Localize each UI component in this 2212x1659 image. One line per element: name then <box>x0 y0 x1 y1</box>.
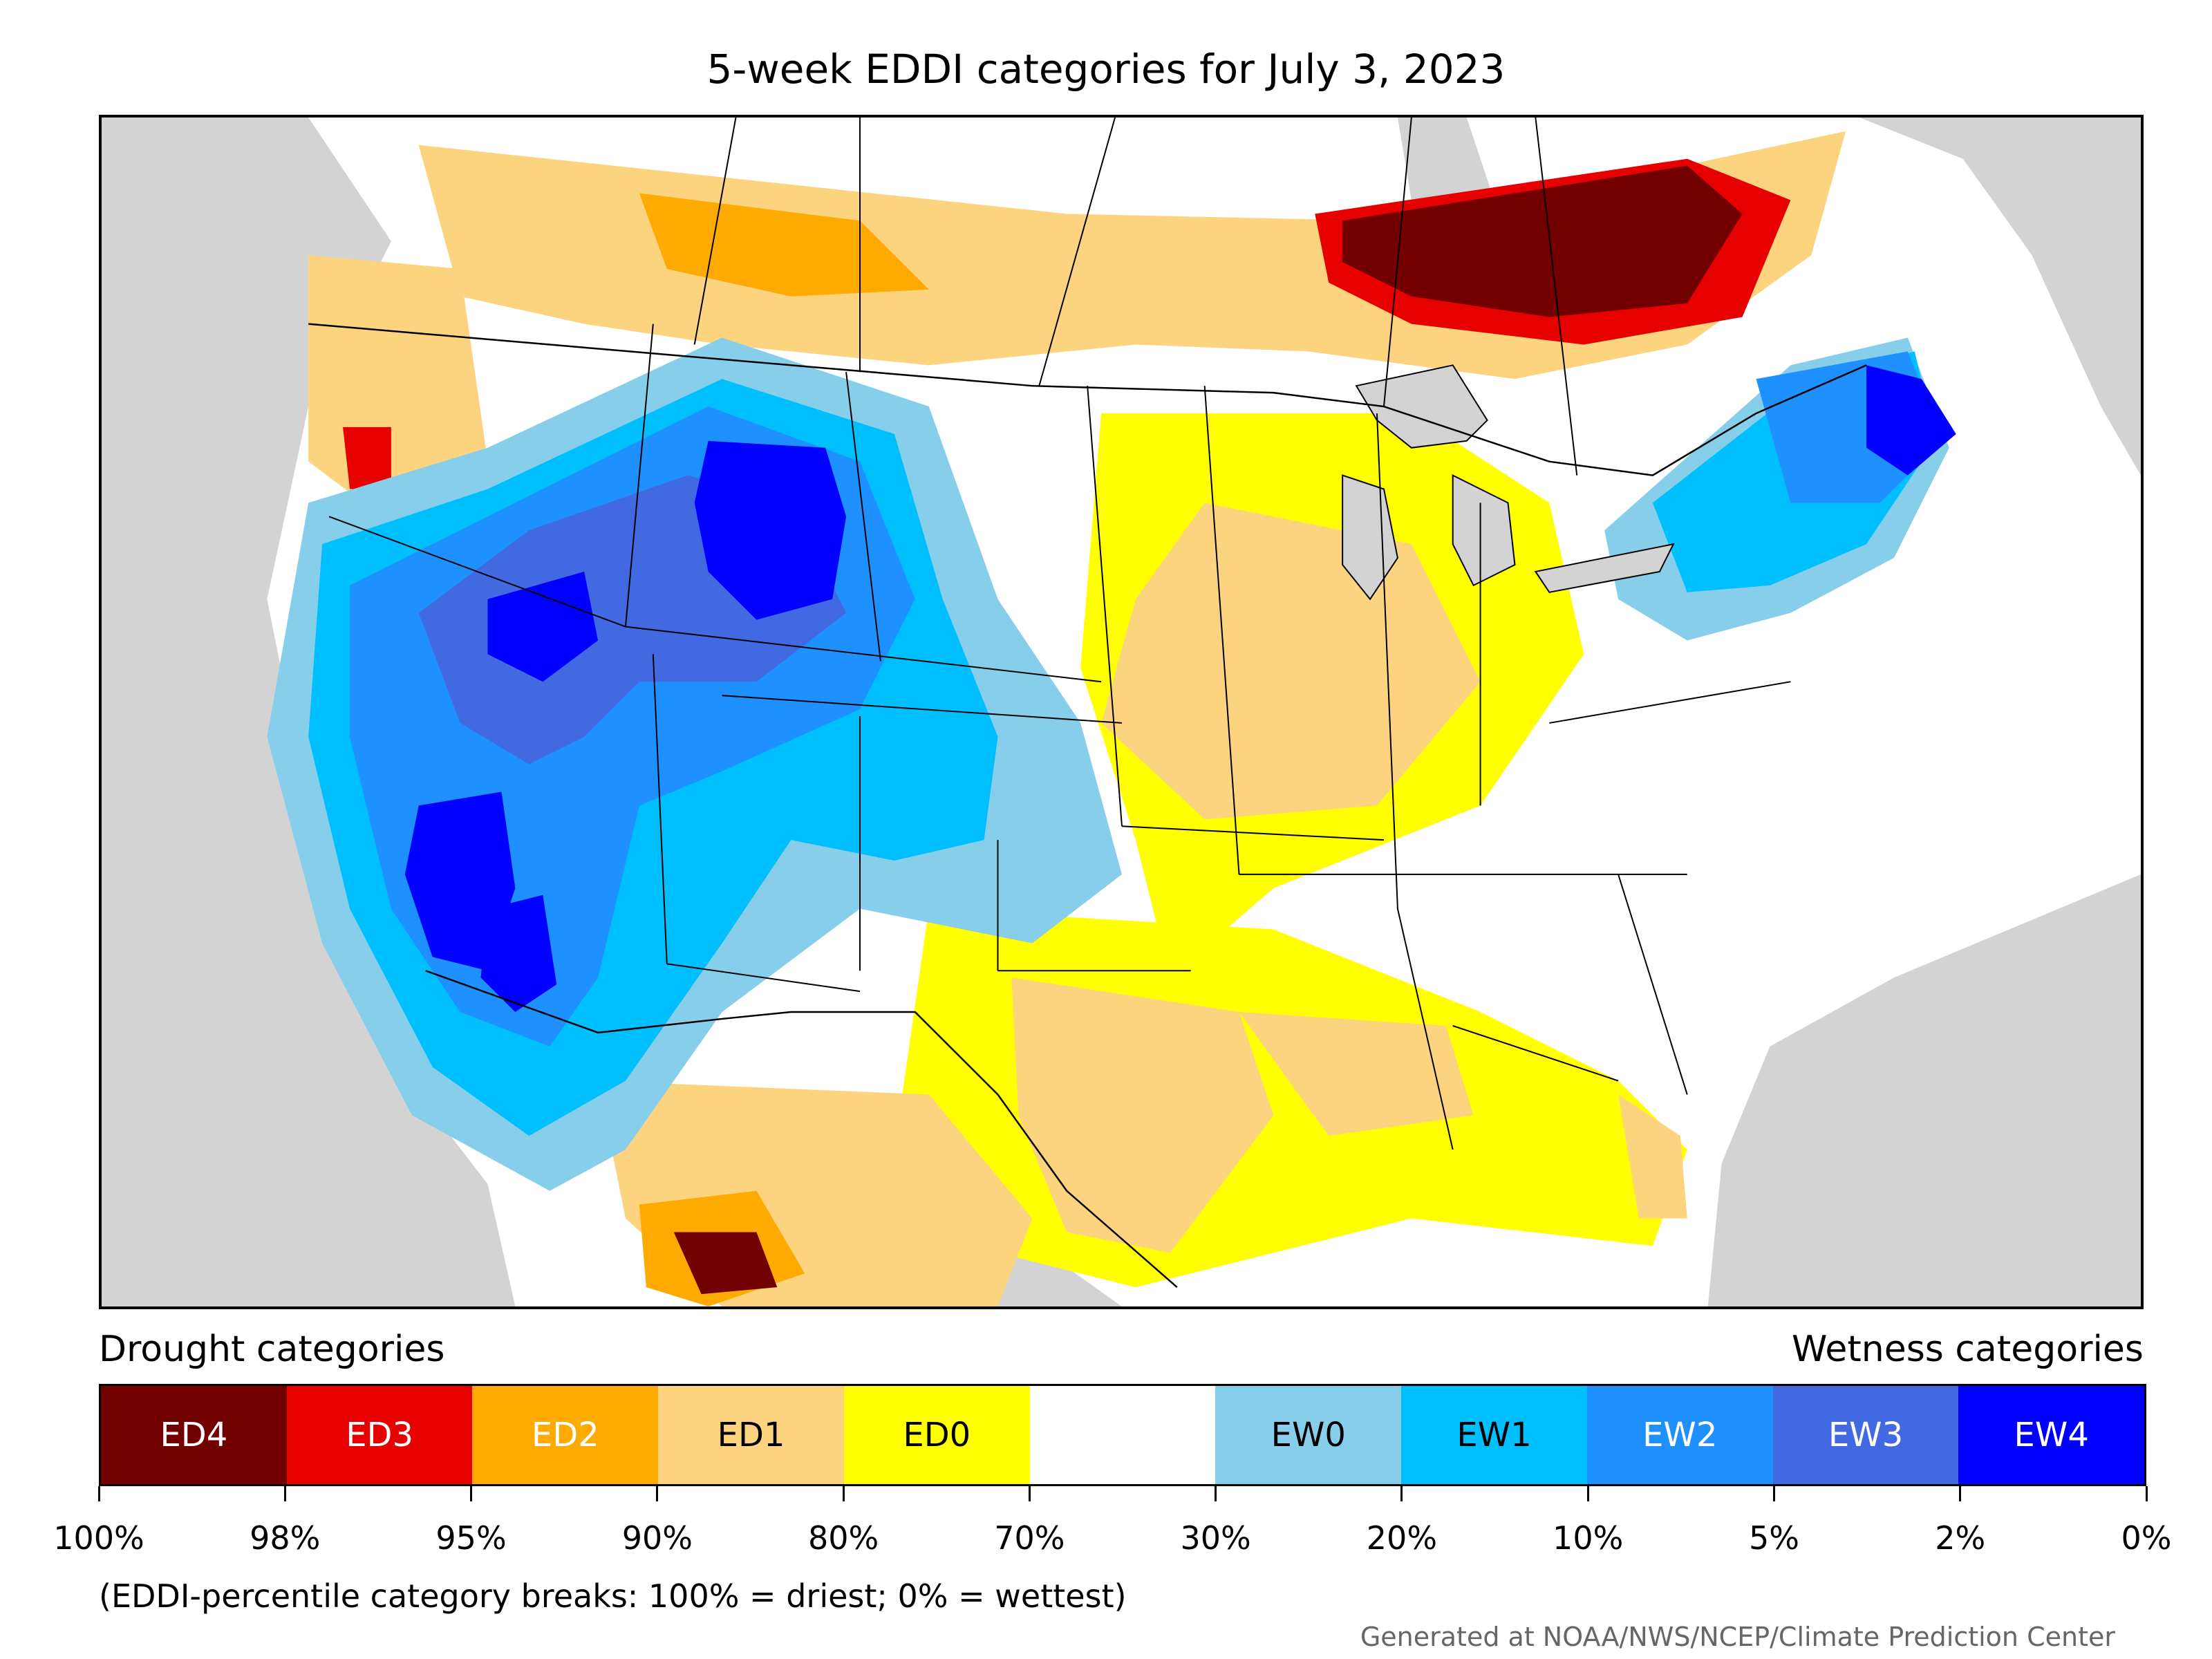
drought-categories-label: Drought categories <box>99 1329 445 1370</box>
us-mexico-border <box>425 970 1178 1288</box>
region-ed4-mexico <box>673 1232 778 1295</box>
colorbar-box-ew1: EW1 <box>1401 1386 1587 1484</box>
region-ed3-oregon <box>343 427 391 489</box>
region-ed1-central <box>1101 503 1481 820</box>
colorbar-tick <box>1586 1486 1589 1501</box>
colorbar-box-ed2: ED2 <box>472 1386 659 1484</box>
colorbar-box-ew2: EW2 <box>1586 1386 1773 1484</box>
region-ew4-maine <box>1866 365 1956 476</box>
colorbar-box-ew3: EW3 <box>1772 1386 1959 1484</box>
colorbar-tick <box>1028 1486 1031 1501</box>
colorbar-tick <box>2145 1486 2148 1501</box>
map-title: 5-week EDDI categories for July 3, 2023 <box>706 46 1506 93</box>
colorbar-tick <box>842 1486 845 1501</box>
colorbar-tick-label: 10% <box>1553 1519 1624 1557</box>
eddi-map <box>99 115 2144 1309</box>
credit-line: Generated at NOAA/NWS/NCEP/Climate Predi… <box>1360 1622 2115 1652</box>
colorbar-box-normal <box>1029 1386 1216 1484</box>
colorbar-box-ed1: ED1 <box>658 1386 844 1484</box>
region-ew4-arizona <box>480 894 557 1012</box>
state-lines <box>328 324 1791 1150</box>
category-colorbar: ED4 ED3 ED2 ED1 ED0 EW0 EW1 EW2 EW3 EW4 <box>99 1384 2146 1486</box>
canada-province-lines <box>693 118 1578 476</box>
colorbar-ticks <box>97 1486 2148 1514</box>
colorbar-tick-label: 95% <box>435 1519 507 1557</box>
colorbar-tick-label: 90% <box>621 1519 693 1557</box>
eddi-map-canvas <box>267 118 2141 1306</box>
wetness-categories-label: Wetness categories <box>1792 1329 2144 1370</box>
colorbar-box-ed3: ED3 <box>286 1386 473 1484</box>
colorbar-tick <box>1215 1486 1217 1501</box>
colorbar-tick <box>283 1486 286 1501</box>
colorbar-box-ed4: ED4 <box>101 1386 287 1484</box>
us-canada-border <box>308 323 1867 476</box>
colorbar-tick-label: 80% <box>807 1519 879 1557</box>
region-ed1-texas <box>1011 977 1274 1253</box>
colorbar-box-ed0: ED0 <box>843 1386 1030 1484</box>
colorbar-tick-label: 20% <box>1366 1519 1438 1557</box>
colorbar-tick <box>1772 1486 1775 1501</box>
colorbar-tick-label: 0% <box>2121 1519 2172 1557</box>
region-ed4-ontario <box>1342 165 1743 317</box>
colorbar-tick <box>470 1486 473 1501</box>
colorbar-tick-label: 100% <box>53 1519 144 1557</box>
region-ed1-gulf <box>1239 1011 1474 1136</box>
colorbar-tick <box>656 1486 659 1501</box>
region-ew4-wyoming <box>694 440 847 620</box>
region-ed2-prairies <box>639 193 929 297</box>
footnote: (EDDI-percentile category breaks: 100% =… <box>99 1577 1127 1615</box>
colorbar-tick <box>97 1486 100 1501</box>
colorbar-tick <box>1959 1486 1962 1501</box>
colorbar-tick-label: 5% <box>1748 1519 1799 1557</box>
colorbar-tick-label: 30% <box>1180 1519 1251 1557</box>
colorbar-box-ew4: EW4 <box>1958 1386 2145 1484</box>
region-ew4-idaho <box>487 571 599 682</box>
region-ed1-florida <box>1618 1094 1687 1219</box>
colorbar-tick-label: 98% <box>250 1519 321 1557</box>
colorbar-tick <box>1400 1486 1403 1501</box>
colorbar-tick-label: 70% <box>994 1519 1065 1557</box>
colorbar-box-ew0: EW0 <box>1215 1386 1402 1484</box>
colorbar-tick-label: 2% <box>1935 1519 1986 1557</box>
